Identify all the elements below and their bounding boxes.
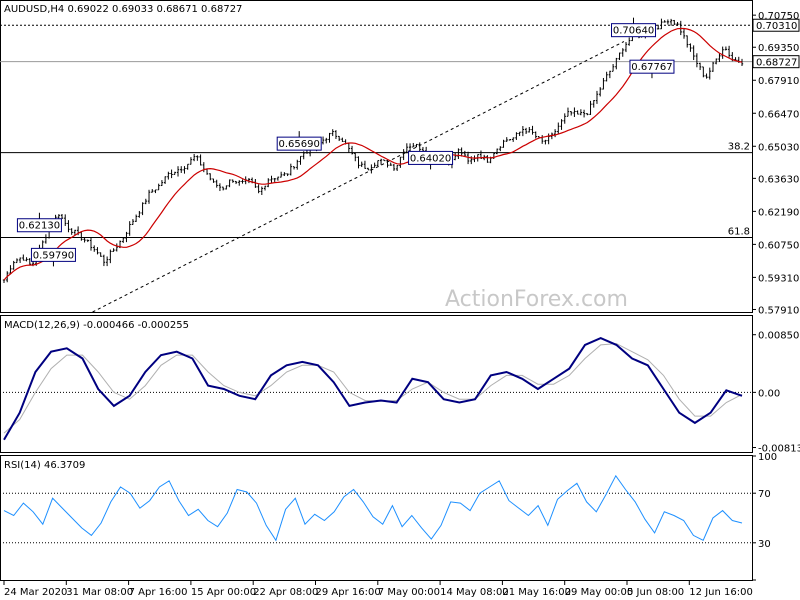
ma-line <box>3 27 743 281</box>
time-tick-label: 7 Apr 16:00 <box>129 587 188 598</box>
annotation-box <box>30 247 76 262</box>
time-tick-label: 31 Mar 08:00 <box>66 587 133 598</box>
time-tick-label: 24 Mar 2020 <box>4 587 67 598</box>
annotation-label: 0.67767 <box>631 62 672 73</box>
price-tick-label: 0.70750 <box>758 11 799 22</box>
annotation-box <box>408 150 454 165</box>
annotation-box <box>611 23 657 38</box>
macd-main-line <box>3 337 743 441</box>
macd-tick-label: 0.008506 <box>758 331 800 342</box>
price-marker: 0.70310 <box>756 21 797 32</box>
time-tick-label: 29 Apr 16:00 <box>316 587 381 598</box>
annotation-label: 0.62130 <box>19 221 60 232</box>
annotation-label: 0.64020 <box>410 153 451 164</box>
time-tick-label: 12 Jun 16:00 <box>689 587 753 598</box>
annotation-box <box>16 218 62 233</box>
time-tick-label: 7 May 00:00 <box>378 587 440 598</box>
rsi-tick-label: 100 <box>758 452 777 463</box>
macd-axis: 0.008506 0.00 -0.008134 <box>752 331 800 455</box>
time-tick-label: 22 Apr 08:00 <box>253 587 318 598</box>
rsi-line <box>3 474 743 542</box>
annotation-box <box>276 136 322 151</box>
price-axis: 0.70750 0.69350 0.67910 0.66470 0.65030 0.636… <box>752 11 800 316</box>
macd-tick-label: -0.008134 <box>758 444 800 455</box>
time-tick-label: 21 May 16:00 <box>502 587 571 598</box>
price-tick-label: 0.63630 <box>758 174 799 185</box>
price-tick-label: 0.57910 <box>758 305 799 316</box>
fib-label: 38.2 <box>728 142 750 153</box>
rsi-axis: 100 70 30 <box>752 452 777 581</box>
price-marker-box <box>752 55 800 69</box>
trendline <box>92 41 625 313</box>
annotation-label: 0.70640 <box>613 26 654 37</box>
annotation-box <box>629 59 675 74</box>
rsi-tick-label: 30 <box>758 539 771 550</box>
rsi-panel <box>0 455 753 581</box>
rsi-series <box>0 474 752 544</box>
price-tick-label: 0.59310 <box>758 273 799 284</box>
main-panel <box>0 0 753 313</box>
fib-label: 61.8 <box>728 227 750 238</box>
price-tick-label: 0.60750 <box>758 240 799 251</box>
macd-panel <box>0 315 753 453</box>
main-levels: 38.2 61.8 <box>0 24 752 238</box>
price-tick-label: 0.66470 <box>758 109 799 120</box>
moving-average <box>3 27 743 281</box>
time-tick-label: 5 Jun 08:00 <box>627 587 684 598</box>
time-tick-label: 14 May 08:00 <box>440 587 509 598</box>
price-tick-label: 0.67910 <box>758 76 799 87</box>
price-marker: 0.68727 <box>756 58 797 69</box>
time-tick-label: 29 May 00:00 <box>565 587 634 598</box>
trendline-line <box>92 41 625 313</box>
rsi-tick-label: 70 <box>758 489 771 500</box>
annotation-label: 0.65690 <box>279 139 320 150</box>
price-tick-label: 0.62190 <box>758 207 799 218</box>
price-tick-label: 0.69350 <box>758 43 799 54</box>
time-tick-label: 15 Apr 00:00 <box>191 587 256 598</box>
price-tick-label: 0.65030 <box>758 142 799 153</box>
macd-series <box>0 337 752 441</box>
watermark: ActionForex.com <box>445 287 628 312</box>
price-annotations: 0.70640 0.67767 0.65690 0.64020 0.62130 0.597… <box>16 17 675 267</box>
rsi-header: RSI(14) 46.3709 <box>4 460 85 471</box>
main-header: AUDUSD,H4 0.69022 0.69033 0.68671 0.6872… <box>4 4 242 15</box>
macd-tick-label: 0.00 <box>758 388 780 399</box>
macd-header: MACD(12,26,9) -0.000466 -0.000255 <box>4 320 189 331</box>
annotation-label: 0.59790 <box>33 250 74 261</box>
price-marker-box <box>752 18 800 32</box>
